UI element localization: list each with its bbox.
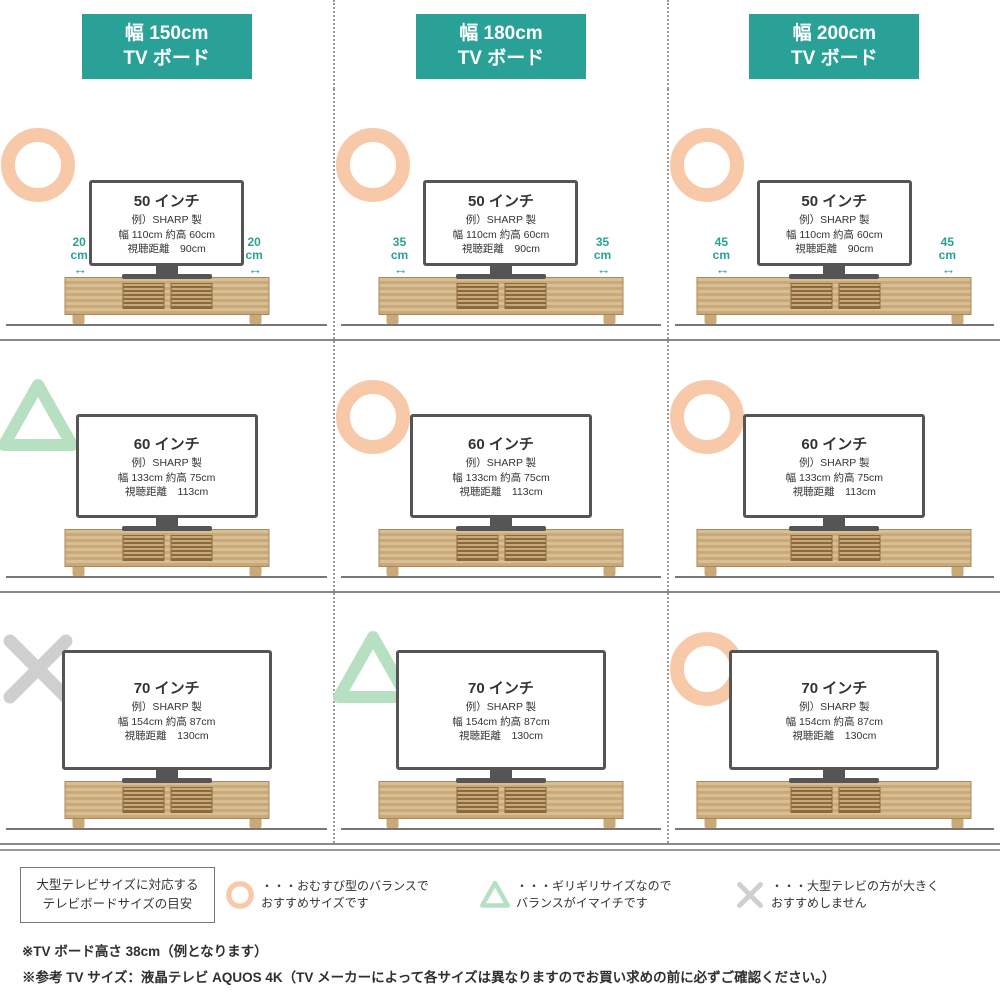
floor-line: [341, 576, 660, 578]
cell-r2-c1: 70 インチ例）SHARP 製幅 154cm 約高 87cm視聴距離 130cm: [333, 593, 666, 843]
column-header-2: 幅 200cmTV ボード: [667, 0, 1000, 89]
floor-line: [6, 828, 327, 830]
tv-screen: 50 インチ例）SHARP 製幅 110cm 約高 60cm視聴距離 90cm: [89, 180, 244, 266]
legend-title-box: 大型テレビサイズに対応する テレビボードサイズの目安: [20, 867, 215, 923]
comparison-grid: 幅 150cmTV ボード 幅 180cmTV ボード 幅 200cmTV ボード 5…: [0, 0, 1000, 845]
legend-title-l2: テレビボードサイズの目安: [43, 897, 193, 911]
cell-r0-c0: 50 インチ例）SHARP 製幅 110cm 約高 60cm視聴距離 90cm2…: [0, 89, 333, 339]
tv-size: 50 インチ: [468, 190, 534, 211]
cell-r2-c2: 70 インチ例）SHARP 製幅 154cm 約高 87cm視聴距離 130cm: [667, 593, 1000, 843]
tv-board: [697, 529, 972, 577]
legend-item-circle: ・・・おむすび型のバランスで おすすめサイズです: [225, 878, 470, 912]
tv-size: 70 インチ: [468, 677, 534, 698]
tv-spec: 例）SHARP 製幅 133cm 約高 75cm視聴距離 113cm: [786, 456, 883, 500]
tv: 70 インチ例）SHARP 製幅 154cm 約高 87cm視聴距離 130cm: [396, 650, 606, 783]
board-width-header: 幅 200cmTV ボード: [749, 14, 919, 79]
tv-screen: 60 インチ例）SHARP 製幅 133cm 約高 75cm視聴距離 113cm: [76, 414, 258, 518]
tv-board: [697, 781, 972, 829]
tv-size: 60 インチ: [468, 433, 534, 454]
tv-spec: 例）SHARP 製幅 154cm 約高 87cm視聴距離 130cm: [452, 700, 549, 744]
cell-r1-c0: 60 インチ例）SHARP 製幅 133cm 約高 75cm視聴距離 113cm: [0, 341, 333, 591]
legend-circle-text: ・・・おむすび型のバランスで おすすめサイズです: [261, 878, 429, 912]
tv: 70 インチ例）SHARP 製幅 154cm 約高 87cm視聴距離 130cm: [729, 650, 939, 783]
tv-screen: 50 インチ例）SHARP 製幅 110cm 約高 60cm視聴距離 90cm: [423, 180, 578, 266]
tv-size: 70 インチ: [134, 677, 200, 698]
margin-label-r: 35cm↔: [580, 236, 626, 278]
legend-cross-text: ・・・大型テレビの方が大きく おすすめしません: [771, 878, 939, 912]
tv: 50 インチ例）SHARP 製幅 110cm 約高 60cm視聴距離 90cm: [89, 180, 244, 279]
tv-spec: 例）SHARP 製幅 133cm 約高 75cm視聴距離 113cm: [452, 456, 549, 500]
cross-icon: [735, 880, 765, 910]
tv: 60 インチ例）SHARP 製幅 133cm 約高 75cm視聴距離 113cm: [743, 414, 925, 531]
tv-spec: 例）SHARP 製幅 133cm 約高 75cm視聴距離 113cm: [118, 456, 215, 500]
tv-size: 60 インチ: [134, 433, 200, 454]
board-width-header: 幅 180cmTV ボード: [416, 14, 586, 79]
tv-spec: 例）SHARP 製幅 110cm 約高 60cm視聴距離 90cm: [453, 213, 550, 257]
legend: 大型テレビサイズに対応する テレビボードサイズの目安 ・・・おむすび型のバランス…: [0, 849, 1000, 929]
floor-line: [6, 324, 327, 326]
margin-label-l: 35cm↔: [376, 236, 422, 278]
floor-line: [341, 828, 660, 830]
tv-size: 70 インチ: [801, 677, 867, 698]
cell-r1-c1: 60 インチ例）SHARP 製幅 133cm 約高 75cm視聴距離 113cm: [333, 341, 666, 591]
footnote-1: ※TV ボード高さ 38cm（例となります）: [22, 939, 978, 965]
tv-screen: 50 インチ例）SHARP 製幅 110cm 約高 60cm視聴距離 90cm: [757, 180, 912, 266]
margin-label-l: 45cm↔: [695, 236, 748, 278]
tv-board: [378, 529, 623, 577]
tv-size: 50 インチ: [134, 190, 200, 211]
footnote-2: ※参考 TV サイズ：液晶テレビ AQUOS 4K（TV メーカーによって各サイ…: [22, 965, 978, 991]
circle-icon: [225, 880, 255, 910]
tv: 60 インチ例）SHARP 製幅 133cm 約高 75cm視聴距離 113cm: [410, 414, 592, 531]
legend-title-l1: 大型テレビサイズに対応する: [36, 878, 198, 892]
tv-size: 60 インチ: [801, 433, 867, 454]
margin-label-l: 20cm↔: [62, 236, 96, 278]
tv: 50 インチ例）SHARP 製幅 110cm 約高 60cm視聴距離 90cm: [423, 180, 578, 279]
floor-line: [341, 324, 660, 326]
tv-screen: 60 インチ例）SHARP 製幅 133cm 約高 75cm視聴距離 113cm: [410, 414, 592, 518]
tv-board: [64, 529, 269, 577]
tv-board: [378, 277, 623, 325]
tv-screen: 70 インチ例）SHARP 製幅 154cm 約高 87cm視聴距離 130cm: [62, 650, 272, 770]
tv-board: [697, 277, 972, 325]
tv: 60 インチ例）SHARP 製幅 133cm 約高 75cm視聴距離 113cm: [76, 414, 258, 531]
board-width-header: 幅 150cmTV ボード: [82, 14, 252, 79]
row-divider: [0, 843, 1000, 845]
floor-line: [6, 576, 327, 578]
tv-spec: 例）SHARP 製幅 154cm 約高 87cm視聴距離 130cm: [118, 700, 215, 744]
floor-line: [675, 828, 994, 830]
legend-item-triangle: ・・・ギリギリサイズなので バランスがイマイチです: [480, 878, 725, 912]
margin-label-r: 45cm↔: [921, 236, 974, 278]
tv-size: 50 インチ: [801, 190, 867, 211]
column-header-1: 幅 180cmTV ボード: [333, 0, 666, 89]
column-header-0: 幅 150cmTV ボード: [0, 0, 333, 89]
cell-r1-c2: 60 インチ例）SHARP 製幅 133cm 約高 75cm視聴距離 113cm: [667, 341, 1000, 591]
tv-screen: 70 インチ例）SHARP 製幅 154cm 約高 87cm視聴距離 130cm: [396, 650, 606, 770]
tv: 50 インチ例）SHARP 製幅 110cm 約高 60cm視聴距離 90cm: [757, 180, 912, 279]
tv-spec: 例）SHARP 製幅 110cm 約高 60cm視聴距離 90cm: [118, 213, 215, 257]
margin-label-r: 20cm↔: [237, 236, 271, 278]
legend-triangle-text: ・・・ギリギリサイズなので バランスがイマイチです: [516, 878, 672, 912]
tv-board: [64, 277, 269, 325]
cell-r0-c2: 50 インチ例）SHARP 製幅 110cm 約高 60cm視聴距離 90cm4…: [667, 89, 1000, 339]
floor-line: [675, 576, 994, 578]
tv-board: [378, 781, 623, 829]
tv-spec: 例）SHARP 製幅 154cm 約高 87cm視聴距離 130cm: [786, 700, 883, 744]
footnotes: ※TV ボード高さ 38cm（例となります） ※参考 TV サイズ：液晶テレビ …: [0, 929, 1000, 990]
cell-r2-c0: 70 インチ例）SHARP 製幅 154cm 約高 87cm視聴距離 130cm: [0, 593, 333, 843]
cell-r0-c1: 50 インチ例）SHARP 製幅 110cm 約高 60cm視聴距離 90cm3…: [333, 89, 666, 339]
legend-item-cross: ・・・大型テレビの方が大きく おすすめしません: [735, 878, 980, 912]
tv: 70 インチ例）SHARP 製幅 154cm 約高 87cm視聴距離 130cm: [62, 650, 272, 783]
floor-line: [675, 324, 994, 326]
tv-board: [64, 781, 269, 829]
tv-screen: 70 インチ例）SHARP 製幅 154cm 約高 87cm視聴距離 130cm: [729, 650, 939, 770]
triangle-icon: [480, 880, 510, 910]
tv-spec: 例）SHARP 製幅 110cm 約高 60cm視聴距離 90cm: [786, 213, 883, 257]
tv-screen: 60 インチ例）SHARP 製幅 133cm 約高 75cm視聴距離 113cm: [743, 414, 925, 518]
